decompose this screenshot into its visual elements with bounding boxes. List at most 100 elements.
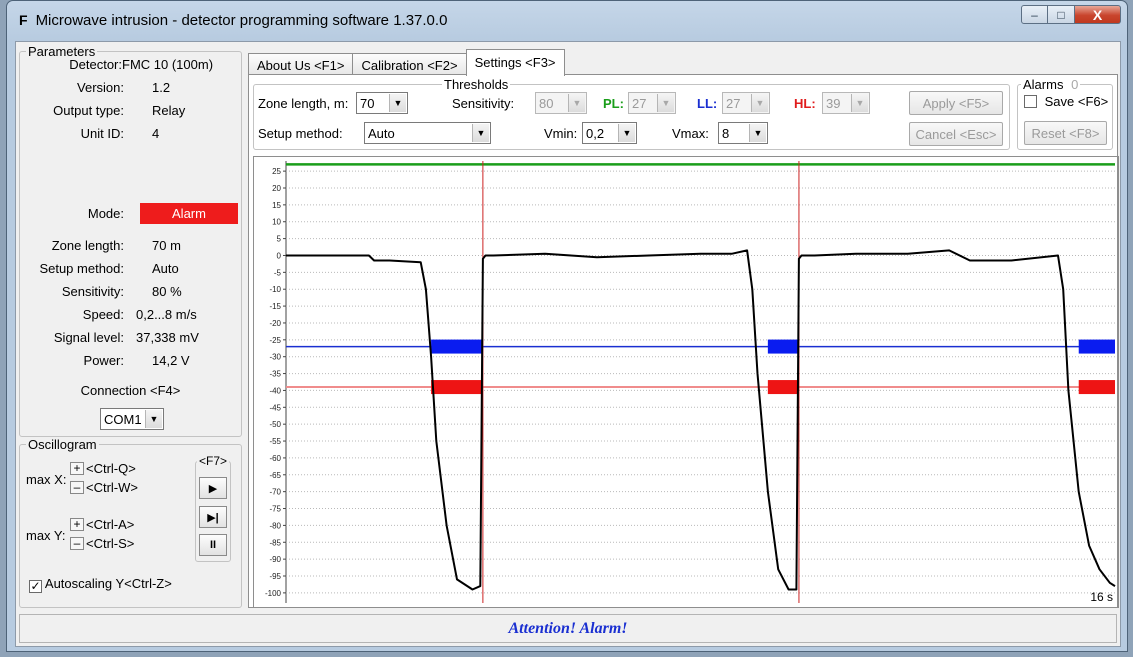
param-value: Auto: [152, 261, 179, 276]
zone-length-select[interactable]: 70 ▼: [356, 92, 408, 114]
alarms-title: Alarms 0: [1021, 77, 1081, 92]
playback-group: <F7> ▶ ▶| II: [195, 454, 231, 562]
param-label: Setup method:: [39, 261, 124, 276]
ll-label: LL:: [697, 96, 718, 111]
connection-label: Connection <F4>: [80, 383, 181, 398]
y-tick-label: -35: [269, 370, 281, 379]
save-alarms-checkbox[interactable]: [1024, 95, 1037, 108]
x-range-label: 16 s: [1090, 590, 1113, 604]
ll-crossing-bar: [431, 339, 483, 354]
param-row-signal-level: Signal level: 37,338 mV: [20, 330, 240, 345]
y-tick-label: 15: [272, 201, 281, 210]
zone-length-label: Zone length, m:: [258, 96, 349, 111]
pl-select[interactable]: 27 ▼: [628, 92, 676, 114]
settings-panel: Thresholds Zone length, m: 70 ▼ Sensitiv…: [248, 74, 1119, 608]
thresholds-group: Thresholds Zone length, m: 70 ▼ Sensitiv…: [253, 77, 1010, 150]
param-value: 70 m: [152, 238, 181, 253]
sensitivity-label: Sensitivity:: [452, 96, 515, 111]
param-row-power: Power: 14,2 V: [20, 353, 240, 368]
hl-crossing-bar: [1078, 380, 1115, 395]
close-button[interactable]: X: [1075, 5, 1121, 24]
client-area: Parameters Detector: FMC 10 (100m) Versi…: [15, 41, 1121, 647]
max-x-minus-button[interactable]: –: [70, 481, 84, 494]
ctrl-a-label: <Ctrl-A>: [86, 517, 135, 532]
y-tick-label: -15: [269, 302, 281, 311]
parameters-title: Parameters: [26, 44, 98, 59]
max-x-label: max X:: [26, 472, 67, 487]
param-label: Output type:: [53, 103, 124, 118]
chevron-down-icon: ▼: [389, 94, 406, 112]
param-row-sensitivity: Sensitivity: 80 %: [20, 284, 240, 299]
tab-settings[interactable]: Settings <F3>: [465, 49, 565, 76]
setup-method-label: Setup method:: [258, 126, 343, 141]
sensitivity-select[interactable]: 80 ▼: [535, 92, 587, 114]
autoscaling-label: Autoscaling Y<Ctrl-Z>: [44, 576, 172, 591]
cancel-button[interactable]: Cancel <Esc>: [909, 122, 1003, 146]
param-row-unit-id: Unit ID: 4: [20, 126, 240, 141]
ll-select[interactable]: 27 ▼: [722, 92, 770, 114]
param-value: 1.2: [152, 80, 171, 95]
vmin-value: 0,2: [586, 125, 605, 141]
param-row-detector: Detector: FMC 10 (100m): [20, 57, 240, 72]
ll-value: 27: [726, 95, 741, 111]
oscillogram-title: Oscillogram: [26, 437, 99, 452]
parameters-group: Parameters Detector: FMC 10 (100m) Versi…: [19, 44, 242, 437]
tab-about-us[interactable]: About Us <F1>: [248, 53, 354, 75]
reset-button[interactable]: Reset <F8>: [1024, 121, 1107, 145]
tab-calibration[interactable]: Calibration <F2>: [352, 53, 467, 75]
chevron-down-icon: ▼: [751, 94, 768, 112]
y-tick-label: -30: [269, 353, 281, 362]
window-title: Microwave intrusion - detector programmi…: [35, 11, 448, 29]
param-label: Power:: [83, 353, 124, 368]
y-tick-label: -90: [269, 555, 281, 564]
chevron-down-icon: ▼: [618, 124, 635, 142]
param-row-output: Output type: Relay: [20, 103, 240, 118]
param-value: FMC 10 (100m): [122, 57, 214, 72]
autoscaling-row[interactable]: ✓ Autoscaling Y<Ctrl-Z>: [29, 576, 172, 593]
pl-label: PL:: [603, 96, 624, 111]
setup-method-select[interactable]: Auto ▼: [364, 122, 491, 144]
pause-button[interactable]: II: [199, 534, 227, 556]
apply-button[interactable]: Apply <F5>: [909, 91, 1003, 115]
max-y-increase-row: + <Ctrl-A>: [70, 517, 134, 532]
y-tick-label: -20: [269, 319, 281, 328]
y-tick-label: 10: [272, 218, 281, 227]
app-icon: F: [19, 12, 28, 28]
param-label: Speed:: [82, 307, 124, 322]
thresholds-title: Thresholds: [442, 77, 511, 92]
max-y-minus-button[interactable]: –: [70, 537, 84, 550]
y-tick-label: -75: [269, 505, 281, 514]
max-y-plus-button[interactable]: +: [70, 518, 84, 531]
param-label: Sensitivity:: [61, 284, 124, 299]
y-tick-label: 20: [272, 184, 281, 193]
minimize-button[interactable]: –: [1021, 5, 1048, 24]
ctrl-w-label: <Ctrl-W>: [86, 480, 138, 495]
ctrl-s-label: <Ctrl-S>: [86, 536, 135, 551]
play-button[interactable]: ▶: [199, 477, 227, 499]
step-button[interactable]: ▶|: [199, 506, 227, 528]
vmax-label: Vmax:: [672, 126, 709, 141]
maximize-button[interactable]: □: [1048, 5, 1075, 24]
y-tick-label: -65: [269, 471, 281, 480]
max-x-increase-row: + <Ctrl-Q>: [70, 461, 136, 476]
param-row-speed: Speed: 0,2...8 m/s: [20, 307, 240, 322]
vmax-select[interactable]: 8 ▼: [718, 122, 768, 144]
y-tick-label: -40: [269, 386, 281, 395]
oscillogram-chart: 25 20 15 10 5 0 -5 -10 -15 -20 -25 -30 -35 -40 -45 -50 -…: [253, 156, 1119, 608]
title-bar: F Microwave intrusion - detector program…: [7, 1, 1127, 39]
hl-crossing-bar: [431, 380, 483, 395]
chevron-down-icon: ▼: [472, 124, 489, 142]
chevron-down-icon: ▼: [568, 94, 585, 112]
save-alarms-row[interactable]: Save <F6>: [1024, 94, 1108, 109]
port-select[interactable]: COM1 ▼: [100, 408, 164, 430]
param-label: Detector:: [69, 57, 122, 72]
ll-crossing-bar: [1078, 339, 1115, 354]
hl-select[interactable]: 39 ▼: [822, 92, 870, 114]
autoscaling-checkbox[interactable]: ✓: [29, 579, 42, 593]
y-tick-label: -80: [269, 521, 281, 530]
max-y-decrease-row: – <Ctrl-S>: [70, 536, 134, 551]
hl-value: 39: [826, 95, 841, 111]
max-x-plus-button[interactable]: +: [70, 462, 84, 475]
vmin-select[interactable]: 0,2 ▼: [582, 122, 637, 144]
y-tick-label: 0: [277, 251, 282, 260]
